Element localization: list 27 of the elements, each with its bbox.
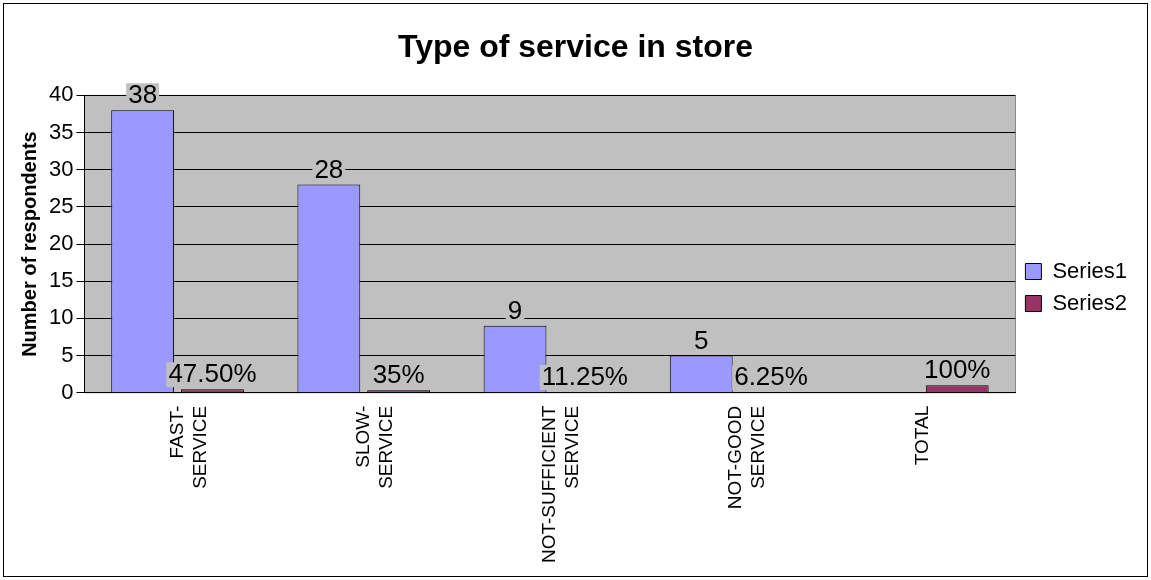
- y-tick-label: 20: [48, 230, 74, 256]
- y-tick-label: 5: [61, 341, 74, 367]
- data-label: 35%: [372, 359, 425, 390]
- x-tick-label: TOTAL: [910, 405, 932, 466]
- x-tick-label: FAST-SERVICE: [165, 405, 210, 489]
- x-tick-label: NOT-SUFFICIENT SERVICE: [538, 405, 582, 564]
- data-label: 5: [693, 324, 709, 355]
- data-label: 28: [314, 153, 344, 184]
- legend-label: Series2: [1052, 289, 1127, 315]
- y-axis-title: Number of respondents: [17, 131, 40, 357]
- data-label: 38: [128, 79, 158, 110]
- data-label: 100%: [923, 354, 991, 385]
- data-label: 47.50%: [168, 358, 257, 389]
- y-tick-label: 25: [48, 192, 74, 218]
- y-tick-label: 0: [61, 378, 74, 404]
- legend-label: Series1: [1052, 257, 1127, 283]
- data-label: 9: [507, 295, 523, 325]
- x-tick-label: SLOW-SERVICE: [351, 405, 396, 489]
- x-tick-label: NOT-GOOD SERVICE: [724, 405, 769, 510]
- chart-title: Type of service in store: [397, 28, 754, 65]
- y-tick-label: 40: [48, 81, 74, 107]
- y-tick-label: 10: [48, 304, 74, 330]
- data-label: 11.25%: [541, 361, 628, 392]
- y-tick-label: 30: [48, 155, 74, 181]
- data-label: 6.25%: [734, 361, 808, 392]
- y-tick-label: 35: [48, 118, 74, 144]
- y-tick-label: 15: [48, 267, 74, 293]
